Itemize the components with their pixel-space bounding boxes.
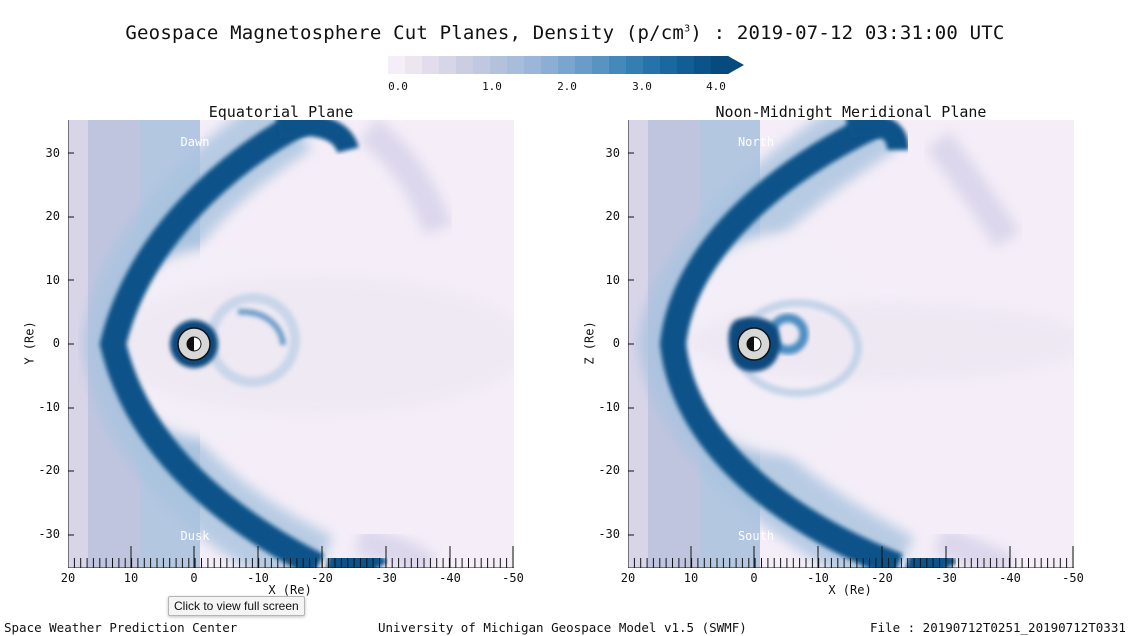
colorbar-tick: 0.0	[388, 80, 408, 93]
dawn-label: Dawn	[180, 135, 210, 149]
density-colorbar	[388, 56, 744, 74]
colorbar-segment	[439, 56, 457, 74]
colorbar-tick: 2.0	[557, 80, 577, 93]
y-tick-label: -30	[598, 527, 620, 541]
y-tick-label: -10	[38, 400, 60, 414]
y-tick-label: 30	[605, 146, 620, 160]
colorbar-segment	[456, 56, 474, 74]
x-tick-label: -50	[1062, 571, 1084, 585]
colorbar-segment	[405, 56, 423, 74]
x-tick-label: -10	[247, 571, 269, 585]
plot-title: Geospace Magnetosphere Cut Planes, Densi…	[125, 22, 1005, 44]
meridional-plane-plot[interactable]	[628, 120, 1074, 568]
y-tick-label: 0	[612, 336, 620, 350]
x-tick-label: -40	[999, 571, 1021, 585]
colorbar-segment	[711, 56, 729, 74]
x-tick-label: -30	[935, 571, 957, 585]
x-tick-label: -30	[375, 571, 397, 585]
equatorial-plane-plot[interactable]	[68, 120, 514, 568]
panel-title-meridional: Noon-Midnight Meridional Plane	[715, 103, 987, 121]
south-label: South	[737, 529, 775, 543]
y-tick-label: -30	[38, 527, 60, 541]
north-label: North	[737, 135, 775, 149]
colorbar-tick: 1.0	[482, 80, 502, 93]
footer-model: University of Michigan Geospace Model v1…	[378, 620, 747, 635]
dusk-label: Dusk	[180, 529, 210, 543]
x-tick-label: 20	[620, 571, 636, 585]
colorbar-tick: 4.0	[706, 80, 726, 93]
colorbar-segment	[626, 56, 644, 74]
y-tick-label: 20	[45, 209, 60, 223]
colorbar-segment	[507, 56, 525, 74]
colorbar-segment	[677, 56, 695, 74]
x-tick-label: 20	[60, 571, 76, 585]
colorbar-segment	[643, 56, 661, 74]
colorbar-segment	[388, 56, 406, 74]
colorbar-segment	[558, 56, 576, 74]
y-tick-label: 10	[45, 273, 60, 287]
y-tick-label: 30	[45, 146, 60, 160]
footer-credit: Space Weather Prediction Center	[4, 620, 238, 635]
x-tick-label: -40	[439, 571, 461, 585]
x-tick-label: 0	[750, 571, 758, 585]
colorbar-tick: 3.0	[632, 80, 652, 93]
y-tick-label: 10	[605, 273, 620, 287]
x-tick-label: -50	[502, 571, 524, 585]
colorbar-segment	[575, 56, 593, 74]
y-tick-label: -20	[38, 463, 60, 477]
x-tick-label: -10	[807, 571, 829, 585]
colorbar-segment	[490, 56, 508, 74]
y-tick-label: 20	[605, 209, 620, 223]
colorbar-segment	[592, 56, 610, 74]
x-axis-label: X (Re)	[828, 583, 872, 597]
colorbar-segment	[609, 56, 627, 74]
x-tick-label: 10	[683, 571, 699, 585]
colorbar-segment	[473, 56, 491, 74]
colorbar-segment	[660, 56, 678, 74]
y-tick-label: -20	[598, 463, 620, 477]
colorbar-extend-arrow	[728, 56, 744, 74]
x-axis-label: X (Re)	[268, 583, 312, 597]
colorbar-segment	[524, 56, 542, 74]
x-tick-label: 10	[123, 571, 139, 585]
footer-file: File : 20190712T0251_20190712T0331	[870, 620, 1126, 635]
panel-title-equatorial: Equatorial Plane	[208, 103, 354, 121]
y-tick-label: -10	[598, 400, 620, 414]
colorbar-segment	[422, 56, 440, 74]
y-tick-label: 0	[52, 336, 60, 350]
colorbar-segment	[541, 56, 559, 74]
fullscreen-tooltip: Click to view full screen	[168, 596, 305, 616]
x-tick-label: -20	[311, 571, 333, 585]
x-tick-label: -20	[871, 571, 893, 585]
colorbar-segment	[694, 56, 712, 74]
x-tick-label: 0	[190, 571, 198, 585]
